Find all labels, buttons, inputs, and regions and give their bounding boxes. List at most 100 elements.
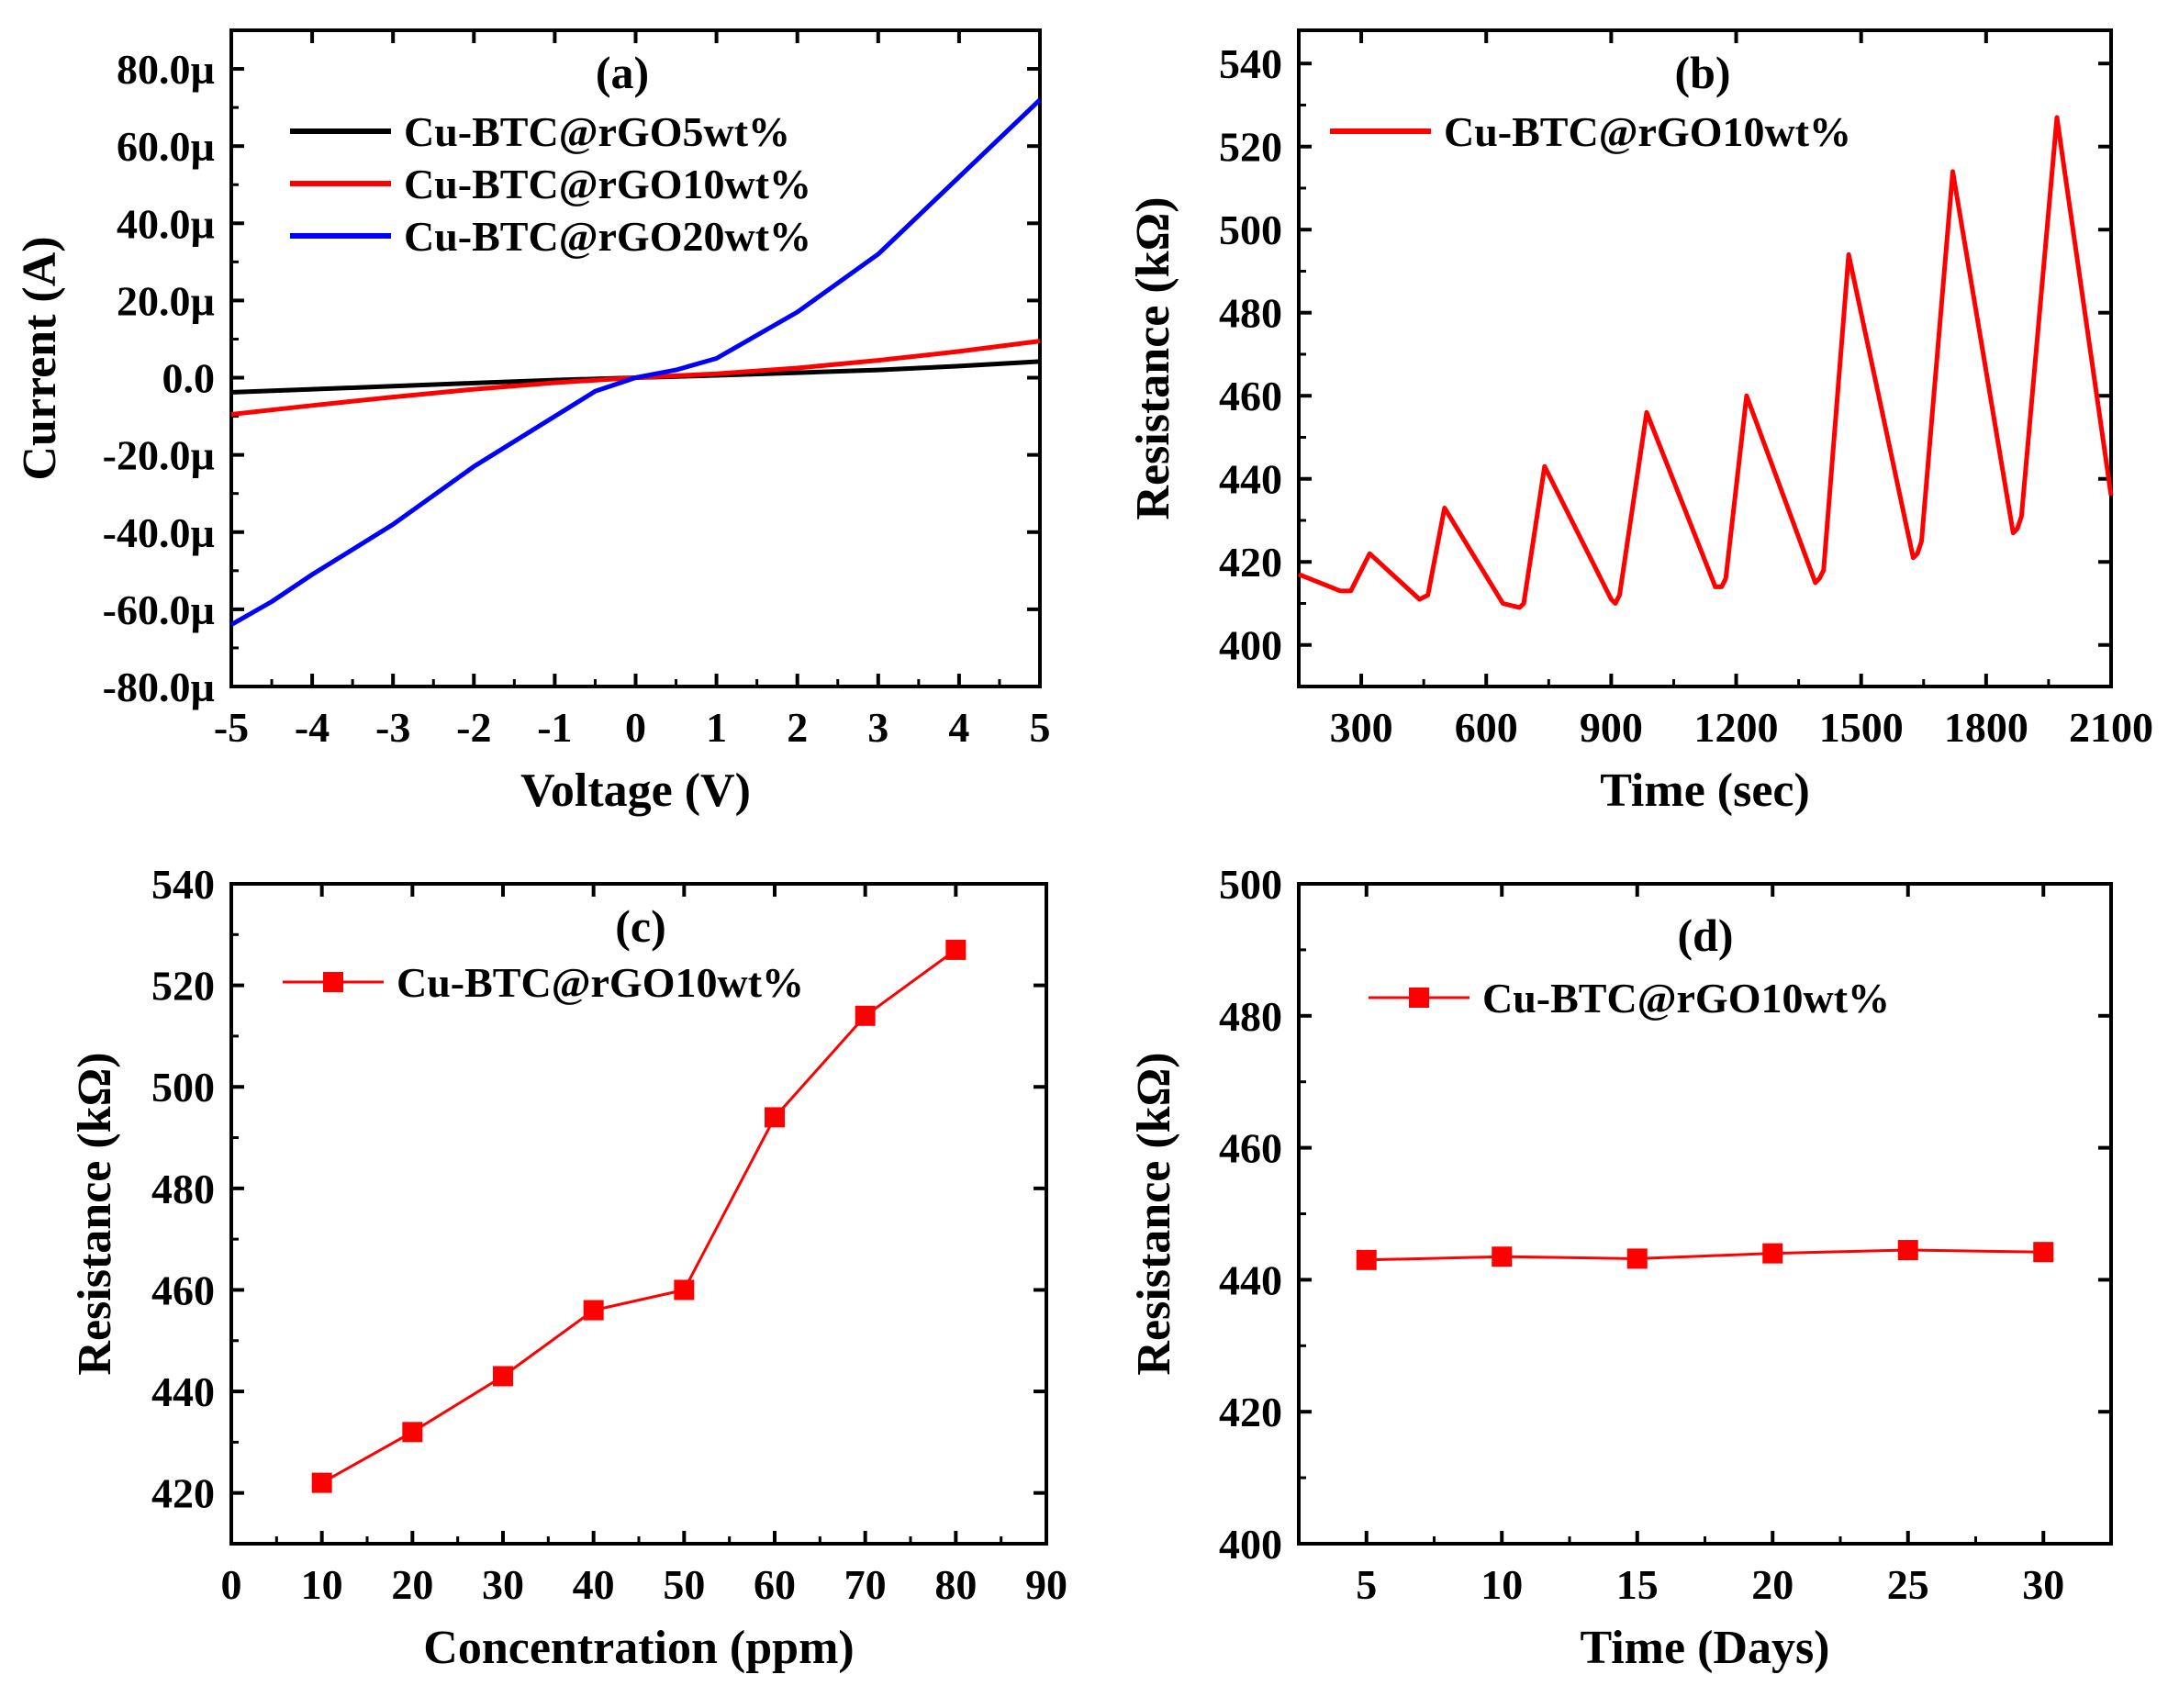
x-tick-label: 80 [934, 1561, 977, 1608]
panel-label: (d) [1677, 910, 1733, 961]
x-axis-title: Time (sec) [1600, 765, 1810, 817]
x-tick-label: 5 [1356, 1561, 1377, 1608]
x-tick-label: -5 [214, 704, 249, 751]
x-tick-label: -2 [456, 704, 491, 751]
y-tick-label: 480 [1219, 290, 1282, 337]
x-tick-label: 1800 [1944, 704, 2028, 751]
y-tick-label: -60.0µ [103, 586, 215, 633]
y-tick-label: -20.0µ [103, 432, 215, 479]
y-tick-label: 40.0µ [117, 200, 215, 247]
x-tick-label: 2 [787, 704, 808, 751]
chart-panel-d: 5 10 15 20 25 30 400 420 440 460 480 500 Time (Days)… [1128, 861, 2113, 1674]
y-tick-label: 540 [151, 861, 215, 908]
x-tick-label: 300 [1330, 704, 1393, 751]
x-tick-label: 1200 [1694, 704, 1779, 751]
y-axis-title: Resistance (kΩ) [1128, 1052, 1180, 1375]
y-tick-label: 400 [1219, 622, 1282, 669]
x-tick-label: 3 [867, 704, 888, 751]
legend-label: Cu-BTC@rGO10wt% [1444, 108, 1851, 155]
y-tick-label: 20.0µ [117, 277, 215, 324]
panel-label: (b) [1674, 47, 1730, 98]
y-tick-label: 400 [1219, 1521, 1282, 1568]
legend-label: Cu-BTC@rGO10wt% [1482, 975, 1890, 1021]
chart-panel-a: -5 -4 -3 -2 -1 0 1 2 3 4 5 -80.0µ -60.0µ -40.0µ -20.0µ… [14, 28, 1051, 817]
y-tick-label: 480 [1219, 993, 1282, 1040]
legend-label: Cu-BTC@rGO20wt% [404, 213, 811, 260]
y-axis-title: Resistance (kΩ) [69, 1052, 121, 1375]
data-point [2033, 1242, 2054, 1263]
legend-label: Cu-BTC@rGO10wt% [397, 959, 804, 1006]
y-tick-label: 460 [1219, 373, 1282, 419]
y-tick-label: 440 [1219, 456, 1282, 503]
x-tick-label: 20 [391, 1561, 433, 1608]
y-tick-label: -80.0µ [103, 664, 215, 710]
x-axis-title: Voltage (V) [520, 765, 751, 817]
x-tick-label: -1 [537, 704, 572, 751]
plot-frame [1297, 28, 2113, 688]
data-point [1897, 1240, 1918, 1261]
x-tick-label: 15 [1616, 1561, 1659, 1608]
x-tick-label: 90 [1025, 1561, 1067, 1608]
x-tick-label: 2100 [2069, 704, 2153, 751]
chart-panel-c: 0 10 20 30 40 50 60 70 80 90 420 440 460 480 500 520 540… [69, 861, 1067, 1674]
y-tick-label: 500 [151, 1064, 215, 1111]
x-tick-label: 40 [573, 1561, 615, 1608]
data-point [1626, 1248, 1648, 1269]
x-tick-label: 30 [2022, 1561, 2064, 1608]
x-tick-label: 30 [482, 1561, 524, 1608]
x-tick-label: 0 [221, 1561, 242, 1608]
panel-label: (a) [596, 47, 649, 98]
y-tick-label: 60.0µ [117, 123, 215, 170]
x-tick-label: 600 [1455, 704, 1518, 751]
x-axis-title: Concentration (ppm) [423, 1622, 854, 1674]
x-tick-label: 1 [706, 704, 727, 751]
y-axis-title: Resistance (kΩ) [1127, 196, 1179, 519]
y-tick-label: 520 [151, 963, 215, 1010]
y-tick-label: 440 [1219, 1256, 1282, 1303]
y-tick-label: 460 [151, 1267, 215, 1313]
data-point [1492, 1246, 1513, 1267]
panel-label: (c) [615, 900, 666, 952]
y-tick-label: 500 [1219, 861, 1282, 908]
data-point [1356, 1249, 1377, 1270]
x-tick-label: 10 [1481, 1561, 1523, 1608]
x-tick-label: 900 [1580, 704, 1643, 751]
chart-panel-b: 300 600 900 1200 1500 1800 2100 400 420 440 460 480… [1127, 28, 2153, 817]
y-tick-label: 420 [1219, 1389, 1282, 1435]
y-axis-title: Current (A) [14, 236, 66, 480]
x-tick-label: 60 [754, 1561, 796, 1608]
data-point [1762, 1243, 1783, 1264]
y-tick-label: -40.0µ [103, 509, 215, 556]
y-tick-label: 480 [151, 1166, 215, 1212]
x-tick-label: -4 [295, 704, 330, 751]
series-line [229, 97, 1042, 627]
x-tick-label: 50 [663, 1561, 705, 1608]
y-tick-label: 0.0 [162, 355, 216, 402]
x-tick-label: 25 [1887, 1561, 1929, 1608]
data-point [765, 1107, 785, 1128]
legend-marker [323, 972, 343, 992]
legend-label: Cu-BTC@rGO10wt% [404, 161, 811, 207]
series-line [1298, 115, 2114, 610]
data-point [493, 1366, 513, 1387]
y-tick-label: 460 [1219, 1125, 1282, 1172]
x-tick-label: 20 [1751, 1561, 1793, 1608]
x-tick-label: 10 [301, 1561, 343, 1608]
y-tick-label: 540 [1219, 40, 1282, 87]
y-tick-label: 420 [151, 1470, 215, 1517]
data-point [855, 1005, 876, 1026]
data-point [402, 1422, 423, 1443]
x-tick-label: -3 [375, 704, 410, 751]
x-tick-label: 0 [625, 704, 646, 751]
data-point [311, 1472, 332, 1493]
legend-label: Cu-BTC@rGO5wt% [404, 108, 790, 155]
series-line [320, 948, 957, 1484]
y-tick-label: 500 [1219, 207, 1282, 253]
y-tick-label: 80.0µ [117, 46, 215, 93]
x-tick-label: 5 [1030, 704, 1051, 751]
x-axis-title: Time (Days) [1580, 1622, 1829, 1674]
x-tick-label: 4 [948, 704, 969, 751]
series-line [1366, 1248, 2044, 1262]
y-tick-label: 520 [1219, 124, 1282, 171]
